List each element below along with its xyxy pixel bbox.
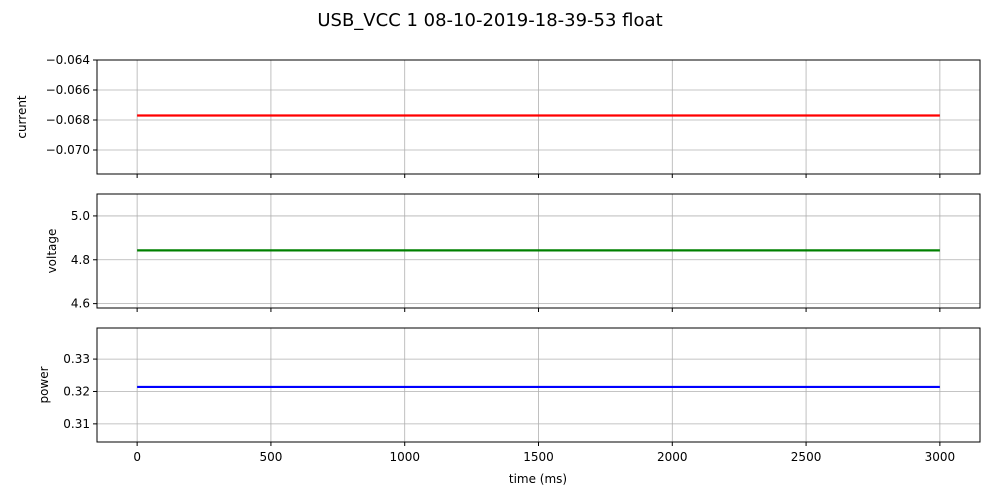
y-tick-label: 4.8 — [71, 253, 90, 267]
y-axis-label: power — [37, 366, 51, 403]
y-axis-label: current — [15, 95, 29, 139]
subplot-power: 0.31 0.32 0.33 power — [37, 327, 981, 446]
y-tick-label: 5.0 — [71, 209, 90, 223]
x-tick-label: 1000 — [389, 450, 420, 464]
subplot-voltage: 4.6 4.8 5.0 voltage — [45, 193, 981, 312]
figure-title: USB_VCC 1 08-10-2019-18-39-53 float — [317, 10, 662, 31]
x-tick-label: 3000 — [925, 450, 956, 464]
y-tick-label: −0.070 — [46, 143, 90, 157]
y-tick-label: −0.064 — [46, 53, 90, 67]
x-tick-label: 2000 — [657, 450, 688, 464]
subplot-current: −0.064 −0.066 −0.068 −0.070 current — [15, 53, 981, 178]
y-tick-label: −0.068 — [46, 113, 90, 127]
x-axis-label: time (ms) — [509, 472, 567, 486]
y-tick-label: 0.32 — [63, 384, 90, 398]
y-tick-label: −0.066 — [46, 83, 90, 97]
subplots: −0.064 −0.066 −0.068 −0.070 current 4.6 4.8 5.0… — [15, 53, 981, 464]
x-tick-label: 500 — [259, 450, 282, 464]
y-tick-label: 0.33 — [63, 352, 90, 366]
x-tick-label: 2500 — [791, 450, 822, 464]
x-tick-label: 0 — [133, 450, 141, 464]
y-tick-label: 4.6 — [71, 297, 90, 311]
y-axis-label: voltage — [45, 229, 59, 274]
y-tick-label: 0.31 — [63, 417, 90, 431]
x-tick-label: 1500 — [523, 450, 554, 464]
